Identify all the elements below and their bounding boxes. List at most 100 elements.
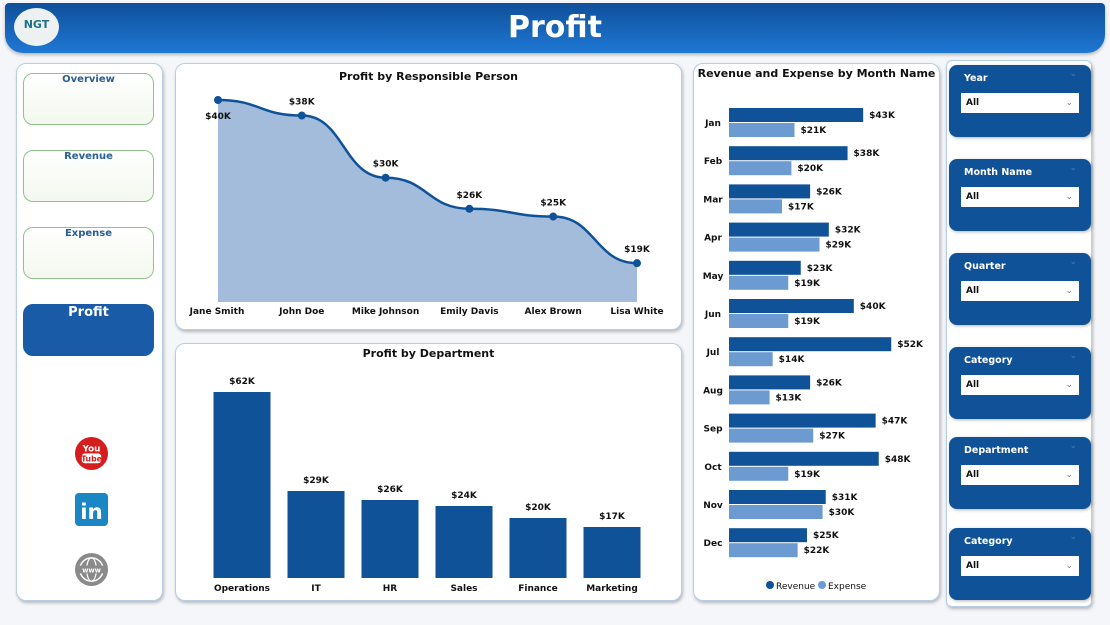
slicer-dropdown[interactable]: All ⌄ [961, 187, 1079, 207]
chevron-down-icon: ⌄ [1065, 98, 1073, 108]
header-bar [5, 3, 1105, 53]
y-tick-label: Jul [706, 348, 720, 358]
bar-revenue [729, 413, 876, 428]
y-tick-label: Mar [703, 195, 723, 205]
x-tick-label: Jane Smith [189, 307, 245, 317]
bar-revenue [729, 528, 807, 543]
slicer-dropdown[interactable]: All ⌄ [961, 556, 1079, 576]
slicer-value: All [966, 192, 980, 202]
chevron-down-icon: ⌄ [1065, 286, 1073, 296]
x-tick-label: Emily Davis [440, 307, 499, 317]
slicer-label: Month Name [964, 167, 1033, 178]
y-tick-label: Apr [704, 234, 722, 244]
data-label: $26K [377, 485, 404, 495]
slicer-dropdown[interactable]: All ⌄ [961, 93, 1079, 113]
chevron-down-icon[interactable]: ⌄ [1069, 532, 1077, 542]
data-label: $32K [835, 226, 862, 236]
page-title: Profit [508, 10, 602, 45]
chevron-down-icon: ⌄ [1065, 470, 1073, 480]
area-fill [218, 100, 637, 302]
data-label: $20K [797, 164, 824, 174]
bar-expense [729, 275, 789, 290]
chevron-down-icon: ⌄ [1065, 380, 1073, 390]
legend-label: Revenue [776, 582, 816, 592]
bar-revenue [729, 184, 811, 199]
svg-text:www: www [82, 566, 102, 574]
slicer-category: Category ⌄ All ⌄ [949, 347, 1091, 419]
nav-revenue-button[interactable]: Revenue [23, 150, 154, 202]
bar-revenue [729, 299, 854, 313]
slicer-value: All [966, 286, 980, 296]
globe-icon[interactable]: www [74, 552, 109, 587]
slicer-value: All [966, 380, 980, 390]
bar-revenue [729, 146, 848, 161]
data-label: $14K [779, 355, 806, 365]
data-point [465, 204, 474, 213]
bar-expense [729, 237, 820, 252]
data-label: $13K [776, 393, 803, 403]
x-tick-label: Alex Brown [525, 307, 582, 317]
logo: NGT [14, 8, 59, 46]
bar [509, 518, 567, 578]
slicer-label: Quarter [964, 261, 1006, 272]
bar-expense [729, 428, 814, 443]
data-label: $23K [807, 264, 834, 274]
slicer-value: All [966, 470, 980, 480]
x-tick-label: John Doe [278, 307, 324, 317]
data-label: $21K [801, 126, 828, 136]
data-label: $20K [525, 503, 552, 513]
y-tick-label: Feb [704, 157, 723, 167]
bar [287, 491, 345, 578]
bar-expense [729, 123, 795, 137]
data-point [381, 173, 390, 182]
slicer-dropdown[interactable]: All ⌄ [961, 281, 1079, 301]
x-tick-label: Finance [518, 584, 558, 594]
data-label: $31K [832, 493, 859, 503]
bar-expense [729, 161, 792, 176]
chevron-down-icon: ⌄ [1065, 192, 1073, 202]
data-label: $26K [816, 187, 843, 197]
y-tick-label: Jan [704, 119, 721, 129]
chevron-down-icon[interactable]: ⌄ [1069, 441, 1077, 451]
data-label: $17K [788, 202, 815, 212]
chevron-down-icon[interactable]: ⌄ [1069, 69, 1077, 79]
slicer-label: Category [964, 536, 1013, 547]
data-label: $26K [457, 191, 484, 201]
bar-expense [729, 199, 783, 214]
bar-expense [729, 543, 798, 558]
data-label: $26K [816, 378, 843, 388]
x-tick-label: Sales [450, 584, 477, 594]
slicer-label: Year [964, 73, 988, 84]
y-tick-label: Aug [703, 386, 723, 396]
data-label: $40K [205, 112, 232, 122]
data-label: $47K [882, 417, 909, 427]
bar-revenue [729, 260, 801, 275]
data-point [549, 212, 558, 221]
x-tick-label: HR [383, 584, 398, 594]
nav-profit-button[interactable]: Profit [23, 304, 154, 356]
bar-expense [729, 390, 770, 405]
data-label: $19K [794, 279, 821, 289]
legend-marker [818, 581, 826, 589]
data-label: $22K [804, 546, 831, 556]
svg-text:Tube: Tube [81, 454, 102, 463]
chevron-down-icon[interactable]: ⌄ [1069, 351, 1077, 361]
slicer-year: Year ⌄ All ⌄ [949, 65, 1091, 137]
data-label: $30K [829, 508, 856, 518]
slicer-dropdown[interactable]: All ⌄ [961, 375, 1079, 395]
linkedin-icon[interactable]: in [74, 492, 109, 527]
slicer-department: Department ⌄ All ⌄ [949, 437, 1091, 509]
nav-overview-button[interactable]: Overview [23, 73, 154, 125]
nav-expense-button[interactable]: Expense [23, 227, 154, 279]
data-label: $62K [229, 377, 256, 387]
chart-title: Profit by Responsible Person [338, 70, 519, 83]
data-point [633, 259, 641, 268]
chevron-down-icon[interactable]: ⌄ [1069, 163, 1077, 173]
chevron-down-icon[interactable]: ⌄ [1069, 257, 1077, 267]
slicer-dropdown[interactable]: All ⌄ [961, 465, 1079, 485]
chart-title: Revenue and Expense by Month Name [697, 67, 936, 80]
x-tick-label: Lisa White [610, 307, 663, 317]
